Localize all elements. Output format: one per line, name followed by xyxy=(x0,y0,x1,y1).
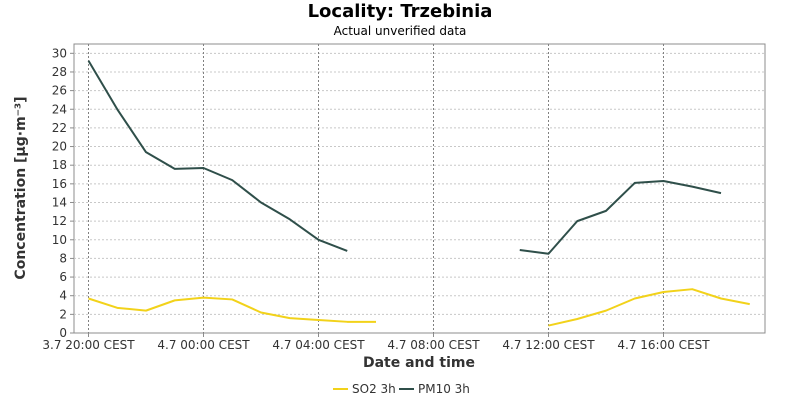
y-tick-label: 0 xyxy=(59,326,67,340)
plot-area xyxy=(73,43,766,334)
y-tick-label: 18 xyxy=(52,158,67,172)
x-tick-label: 3.7 20:00 CEST xyxy=(42,338,135,352)
legend-label-so2: SO2 3h xyxy=(352,382,396,396)
chart-title: Locality: Trzebinia xyxy=(307,1,493,22)
x-axis-label: Date and time xyxy=(363,355,475,371)
y-axis-label: Concentration [µg·m⁻³] xyxy=(13,96,29,279)
y-tick-label: 22 xyxy=(52,121,67,135)
series-line-so2-3h xyxy=(88,296,376,323)
legend: SO2 3h PM10 3h xyxy=(333,382,470,396)
y-gridlines xyxy=(74,52,765,315)
y-tick-label: 30 xyxy=(52,46,67,60)
series-line-so2-3h xyxy=(548,288,750,327)
x-gridlines xyxy=(88,44,664,333)
y-tick-label: 4 xyxy=(59,289,67,303)
y-tick-label: 12 xyxy=(52,214,67,228)
x-tick-label: 4.7 08:00 CEST xyxy=(387,338,480,352)
x-tick-label: 4.7 04:00 CEST xyxy=(272,338,365,352)
y-tick-label: 10 xyxy=(52,233,67,247)
chart-subtitle: Actual unverified data xyxy=(333,24,467,38)
series-line-pm10-3h xyxy=(519,180,722,255)
y-tick-label: 6 xyxy=(59,270,67,284)
x-tick-label: 4.7 00:00 CEST xyxy=(157,338,250,352)
x-axis-ticks: 3.7 20:00 CEST 4.7 00:00 CEST 4.7 04:00 CE… xyxy=(42,333,710,352)
y-tick-label: 16 xyxy=(52,177,67,191)
x-tick-label: 4.7 16:00 CEST xyxy=(617,338,710,352)
x-tick-label: 4.7 12:00 CEST xyxy=(502,338,595,352)
legend-label-pm10: PM10 3h xyxy=(418,382,470,396)
y-tick-label: 26 xyxy=(52,84,67,98)
y-tick-label: 20 xyxy=(52,140,67,154)
y-tick-label: 24 xyxy=(52,102,67,116)
series-layer xyxy=(87,60,750,327)
series-line-pm10-3h xyxy=(87,60,348,252)
y-tick-label: 14 xyxy=(52,195,67,209)
y-tick-label: 8 xyxy=(59,251,67,265)
y-tick-label: 28 xyxy=(52,65,67,79)
y-tick-label: 2 xyxy=(59,307,67,321)
